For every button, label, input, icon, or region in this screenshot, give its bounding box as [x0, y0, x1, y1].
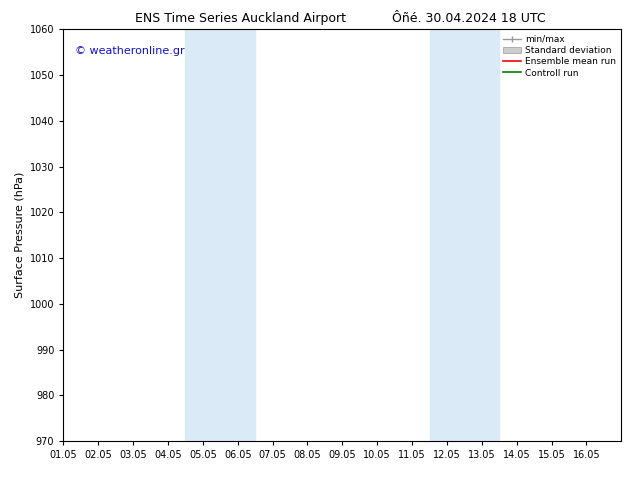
Bar [185, 29, 255, 441]
Legend: min/max, Standard deviation, Ensemble mean run, Controll run: min/max, Standard deviation, Ensemble me… [500, 32, 619, 80]
Text: © weatheronline.gr: © weatheronline.gr [75, 46, 184, 56]
Bar [429, 29, 500, 441]
Text: Ôñé. 30.04.2024 18 UTC: Ôñé. 30.04.2024 18 UTC [392, 12, 546, 25]
Y-axis label: Surface Pressure (hPa): Surface Pressure (hPa) [14, 172, 24, 298]
Text: ENS Time Series Auckland Airport: ENS Time Series Auckland Airport [136, 12, 346, 25]
